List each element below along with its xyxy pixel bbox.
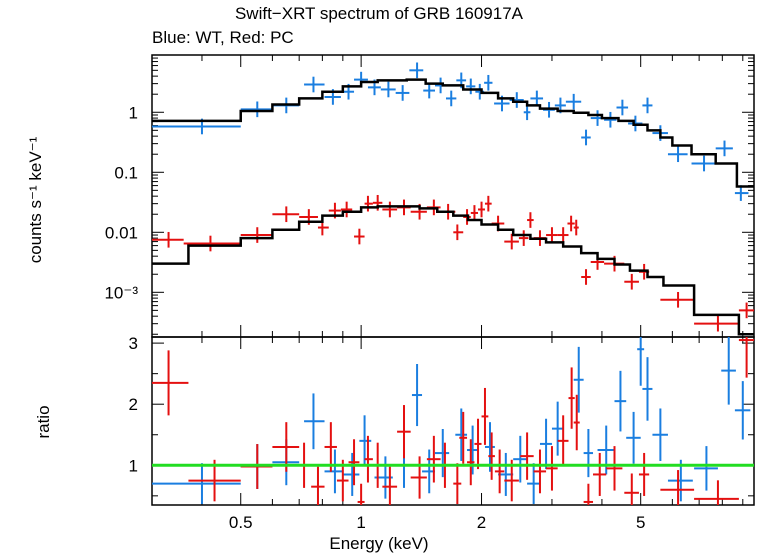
ratio-panel-frame [151, 336, 755, 506]
x-axis-label: Energy (keV) [329, 534, 429, 553]
y-tick-label: 0.01 [105, 223, 138, 242]
pc-model-line [152, 205, 754, 336]
y-tick-label: 3 [129, 334, 138, 353]
y-tick-label: 1 [129, 456, 138, 475]
y-tick-label: 10⁻³ [104, 283, 138, 302]
x-tick-label: 0.5 [229, 513, 253, 532]
x-tick-label: 2 [477, 513, 486, 532]
chart-subtitle: Blue: WT, Red: PC [152, 28, 294, 47]
wt-model-line [152, 78, 754, 188]
x-tick-label: 1 [356, 513, 365, 532]
ratio-plot-area [152, 337, 754, 505]
y-tick-label: 2 [129, 395, 138, 414]
chart-title: Swift−XRT spectrum of GRB 160917A [234, 4, 524, 23]
y-tick-label: 0.1 [114, 163, 138, 182]
spectrum-panel-frame [151, 54, 755, 338]
y-tick-label: 1 [129, 103, 138, 122]
x-tick-label: 5 [636, 513, 645, 532]
spectrum-plot-area [152, 62, 754, 336]
